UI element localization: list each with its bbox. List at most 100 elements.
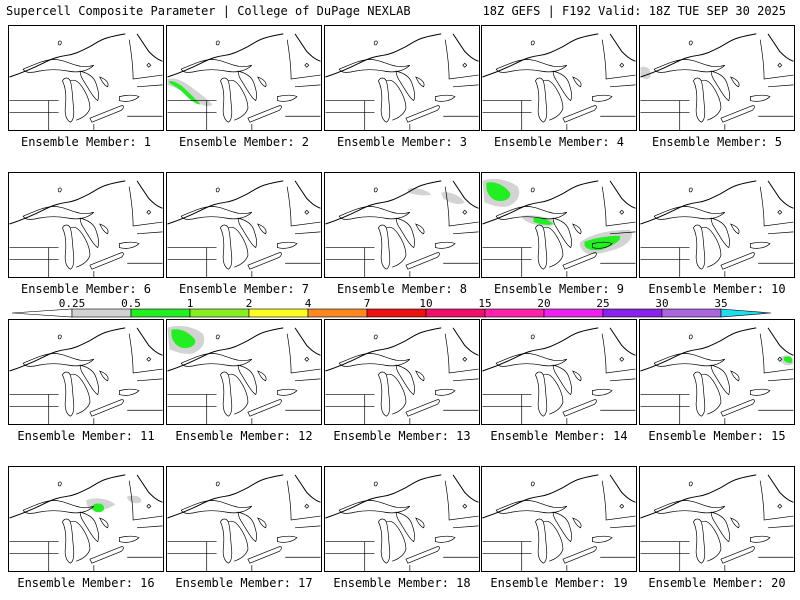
basemap-line bbox=[640, 327, 757, 372]
basemap-line bbox=[277, 241, 298, 249]
legend-color-swatch bbox=[602, 308, 663, 318]
basemap-line bbox=[601, 333, 636, 374]
basemap-line bbox=[57, 334, 62, 340]
basemap-line bbox=[277, 94, 298, 102]
basemap-line bbox=[180, 206, 253, 220]
basemap-line bbox=[89, 105, 124, 123]
basemap-line bbox=[136, 327, 163, 356]
basemap-line bbox=[146, 62, 152, 68]
legend-color-swatch bbox=[484, 308, 545, 318]
basemap-line bbox=[338, 206, 411, 220]
basemap-line bbox=[325, 474, 442, 519]
basemap-line bbox=[767, 474, 794, 503]
map-panel-member-17 bbox=[166, 466, 322, 572]
member-caption: Ensemble Member: 16 bbox=[17, 576, 155, 590]
basemap-line bbox=[386, 520, 407, 562]
basemap-line bbox=[57, 481, 62, 487]
legend-color-swatch bbox=[661, 308, 722, 318]
basemap-line bbox=[653, 353, 726, 367]
basemap-line bbox=[22, 59, 95, 73]
basemap-line bbox=[247, 105, 282, 123]
basemap-line bbox=[601, 39, 636, 80]
member-caption: Ensemble Member: 10 bbox=[648, 282, 786, 296]
map-panel-member-10 bbox=[639, 172, 795, 278]
basemap-line bbox=[777, 62, 783, 68]
legend-tick-label: 4 bbox=[305, 297, 312, 310]
basemap-line bbox=[462, 209, 468, 215]
basemap-line bbox=[395, 364, 425, 396]
basemap-line bbox=[220, 77, 233, 123]
scp-contour-green bbox=[533, 217, 554, 225]
basemap-line bbox=[452, 33, 479, 62]
legend-color-swatch bbox=[543, 308, 604, 318]
basemap-line bbox=[767, 33, 794, 62]
basemap-line bbox=[338, 353, 411, 367]
basemap-line bbox=[609, 180, 636, 209]
basemap-line bbox=[89, 546, 124, 564]
map-panel-member-15 bbox=[639, 319, 795, 425]
basemap-line bbox=[215, 40, 220, 46]
basemap-line bbox=[535, 77, 548, 123]
basemap-line bbox=[530, 481, 535, 487]
basemap-line bbox=[543, 520, 564, 562]
basemap-line bbox=[592, 241, 613, 249]
legend-color-swatch bbox=[366, 308, 427, 318]
basemap-line bbox=[482, 231, 636, 277]
basemap-line bbox=[286, 186, 321, 227]
basemap-line bbox=[462, 62, 468, 68]
basemap-line bbox=[378, 371, 391, 417]
basemap-line bbox=[405, 252, 440, 270]
basemap-line bbox=[462, 503, 468, 509]
basemap-line bbox=[237, 70, 267, 102]
basemap-line bbox=[640, 33, 757, 78]
basemap-line bbox=[79, 511, 109, 543]
basemap-line bbox=[277, 388, 298, 396]
basemap-line bbox=[562, 399, 597, 417]
basemap-line bbox=[601, 480, 636, 521]
basemap-line bbox=[592, 535, 613, 543]
legend-tick-label: 2 bbox=[246, 297, 253, 310]
member-caption: Ensemble Member: 5 bbox=[651, 135, 783, 149]
legend-arrow-low bbox=[12, 308, 73, 318]
basemap-line bbox=[128, 186, 163, 227]
basemap-line bbox=[640, 180, 757, 225]
basemap-line bbox=[9, 180, 126, 225]
basemap-line bbox=[405, 399, 440, 417]
member-caption: Ensemble Member: 11 bbox=[17, 429, 155, 443]
basemap-line bbox=[146, 503, 152, 509]
basemap-line bbox=[693, 224, 706, 270]
basemap-line bbox=[552, 364, 582, 396]
map-panel-member-8 bbox=[324, 172, 480, 278]
legend-color-swatch bbox=[248, 308, 309, 318]
basemap-line bbox=[70, 226, 91, 268]
basemap-line bbox=[750, 535, 771, 543]
map-panel-member-6 bbox=[8, 172, 164, 278]
map-canvas bbox=[167, 33, 321, 130]
map-panel-member-20 bbox=[639, 466, 795, 572]
member-caption: Ensemble Member: 20 bbox=[648, 576, 786, 590]
basemap-line bbox=[482, 180, 599, 225]
map-canvas bbox=[325, 33, 479, 130]
basemap-line bbox=[128, 39, 163, 80]
basemap-line bbox=[215, 481, 220, 487]
basemap-line bbox=[286, 39, 321, 80]
basemap-line bbox=[70, 79, 91, 121]
basemap-line bbox=[601, 186, 636, 227]
basemap-line bbox=[435, 94, 456, 102]
map-panel-member-4 bbox=[481, 25, 637, 131]
basemap-line bbox=[495, 353, 568, 367]
member-caption: Ensemble Member: 6 bbox=[20, 282, 152, 296]
basemap-line bbox=[562, 546, 597, 564]
basemap-line bbox=[119, 535, 140, 543]
basemap-line bbox=[435, 241, 456, 249]
legend-color-swatch bbox=[720, 308, 772, 318]
basemap-line bbox=[9, 84, 163, 130]
basemap-line bbox=[286, 333, 321, 374]
basemap-line bbox=[592, 94, 613, 102]
scp-contour-green bbox=[486, 182, 511, 201]
legend-tick-label: 35 bbox=[714, 297, 727, 310]
basemap-line bbox=[720, 399, 755, 417]
basemap-line bbox=[535, 371, 548, 417]
basemap-line bbox=[609, 474, 636, 503]
basemap-line bbox=[777, 209, 783, 215]
